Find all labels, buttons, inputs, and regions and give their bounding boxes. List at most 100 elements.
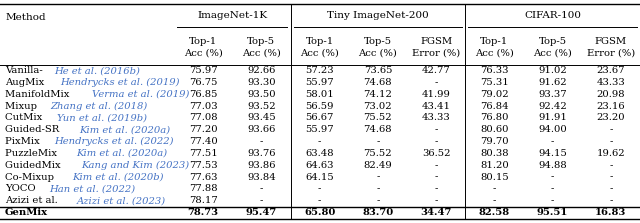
Text: -: - xyxy=(609,161,612,170)
Text: -: - xyxy=(493,184,496,193)
Text: -: - xyxy=(318,184,321,193)
Text: 42.77: 42.77 xyxy=(422,66,451,75)
Text: 58.01: 58.01 xyxy=(305,90,334,99)
Text: 76.84: 76.84 xyxy=(480,102,509,111)
Text: FGSM
Error (%): FGSM Error (%) xyxy=(412,37,460,58)
Text: 75.97: 75.97 xyxy=(189,66,218,75)
Text: 93.66: 93.66 xyxy=(247,125,276,134)
Text: Top-1
Acc (%): Top-1 Acc (%) xyxy=(300,37,339,58)
Text: 20.98: 20.98 xyxy=(596,90,625,99)
Text: Top-1
Acc (%): Top-1 Acc (%) xyxy=(184,37,223,58)
Text: 16.83: 16.83 xyxy=(595,208,627,217)
Text: ImageNet-1K: ImageNet-1K xyxy=(197,11,268,20)
Text: 93.37: 93.37 xyxy=(538,90,567,99)
Text: 93.76: 93.76 xyxy=(247,149,276,158)
Text: Kang and Kim (2023): Kang and Kim (2023) xyxy=(81,161,189,170)
Text: -: - xyxy=(376,196,380,205)
Text: 64.15: 64.15 xyxy=(305,173,334,182)
Text: -: - xyxy=(551,137,554,146)
Text: Vanilla-: Vanilla- xyxy=(5,66,43,75)
Text: Verma et al. (2019): Verma et al. (2019) xyxy=(92,90,189,99)
Text: 81.20: 81.20 xyxy=(480,161,509,170)
Text: 93.86: 93.86 xyxy=(247,161,276,170)
Text: Top-5
Acc (%): Top-5 Acc (%) xyxy=(358,37,397,58)
Text: 79.70: 79.70 xyxy=(480,137,509,146)
Text: 23.67: 23.67 xyxy=(596,66,625,75)
Text: 76.85: 76.85 xyxy=(189,90,218,99)
Text: 77.40: 77.40 xyxy=(189,137,218,146)
Text: Guided-SR: Guided-SR xyxy=(5,125,63,134)
Text: GenMix: GenMix xyxy=(5,208,48,217)
Text: 93.52: 93.52 xyxy=(247,102,276,111)
Text: 75.52: 75.52 xyxy=(364,114,392,122)
Text: 36.52: 36.52 xyxy=(422,149,451,158)
Text: 93.30: 93.30 xyxy=(247,78,276,87)
Text: -: - xyxy=(551,184,554,193)
Text: 91.02: 91.02 xyxy=(538,66,567,75)
Text: -: - xyxy=(260,196,263,205)
Text: -: - xyxy=(551,196,554,205)
Text: Kim et al. (2020a): Kim et al. (2020a) xyxy=(79,125,170,134)
Text: -: - xyxy=(493,196,496,205)
Text: 95.47: 95.47 xyxy=(246,208,277,217)
Text: 76.75: 76.75 xyxy=(189,78,218,87)
Text: 83.70: 83.70 xyxy=(362,208,394,217)
Text: -: - xyxy=(260,137,263,146)
Text: 77.20: 77.20 xyxy=(189,125,218,134)
Text: -: - xyxy=(435,125,438,134)
Text: 80.38: 80.38 xyxy=(480,149,509,158)
Text: He et al. (2016b): He et al. (2016b) xyxy=(54,66,140,75)
Text: 74.68: 74.68 xyxy=(364,78,392,87)
Text: 77.63: 77.63 xyxy=(189,173,218,182)
Text: -: - xyxy=(435,196,438,205)
Text: 63.48: 63.48 xyxy=(305,149,334,158)
Text: 76.33: 76.33 xyxy=(480,66,509,75)
Text: 56.59: 56.59 xyxy=(305,102,334,111)
Text: -: - xyxy=(318,137,321,146)
Text: 94.88: 94.88 xyxy=(538,161,567,170)
Text: 93.45: 93.45 xyxy=(247,114,276,122)
Text: PixMix: PixMix xyxy=(5,137,43,146)
Text: -: - xyxy=(609,173,612,182)
Text: Co-Mixup: Co-Mixup xyxy=(5,173,57,182)
Text: ManifoldMix: ManifoldMix xyxy=(5,90,72,99)
Text: 93.84: 93.84 xyxy=(247,173,276,182)
Text: 77.03: 77.03 xyxy=(189,102,218,111)
Text: CutMix: CutMix xyxy=(5,114,45,122)
Text: Zhang et al. (2018): Zhang et al. (2018) xyxy=(51,101,148,111)
Text: 77.08: 77.08 xyxy=(189,114,218,122)
Text: 73.02: 73.02 xyxy=(364,102,392,111)
Text: 55.97: 55.97 xyxy=(305,125,334,134)
Text: Top-5
Acc (%): Top-5 Acc (%) xyxy=(533,37,572,58)
Text: Azizi et al. (2023): Azizi et al. (2023) xyxy=(77,196,166,205)
Text: 64.63: 64.63 xyxy=(305,161,334,170)
Text: 94.15: 94.15 xyxy=(538,149,567,158)
Text: -: - xyxy=(609,125,612,134)
Text: 80.15: 80.15 xyxy=(480,173,509,182)
Text: 43.33: 43.33 xyxy=(422,114,451,122)
Text: 78.73: 78.73 xyxy=(188,208,219,217)
Text: 92.42: 92.42 xyxy=(538,102,567,111)
Text: 56.67: 56.67 xyxy=(305,114,334,122)
Text: 65.80: 65.80 xyxy=(304,208,335,217)
Text: 23.16: 23.16 xyxy=(596,102,625,111)
Text: 41.99: 41.99 xyxy=(422,90,451,99)
Text: 75.31: 75.31 xyxy=(480,78,509,87)
Text: AugMix: AugMix xyxy=(5,78,47,87)
Text: 75.52: 75.52 xyxy=(364,149,392,158)
Text: Azizi et al.: Azizi et al. xyxy=(5,196,61,205)
Text: -: - xyxy=(435,173,438,182)
Text: 19.62: 19.62 xyxy=(596,149,625,158)
Text: 77.53: 77.53 xyxy=(189,161,218,170)
Text: Kim et al. (2020a): Kim et al. (2020a) xyxy=(76,149,168,158)
Text: Kim et al. (2020b): Kim et al. (2020b) xyxy=(72,173,164,182)
Text: -: - xyxy=(260,184,263,193)
Text: 74.12: 74.12 xyxy=(364,90,392,99)
Text: FGSM
Error (%): FGSM Error (%) xyxy=(587,37,635,58)
Text: Tiny ImageNet-200: Tiny ImageNet-200 xyxy=(327,11,429,20)
Text: -: - xyxy=(435,161,438,170)
Text: 34.47: 34.47 xyxy=(420,208,452,217)
Text: -: - xyxy=(435,78,438,87)
Text: 23.20: 23.20 xyxy=(596,114,625,122)
Text: -: - xyxy=(376,137,380,146)
